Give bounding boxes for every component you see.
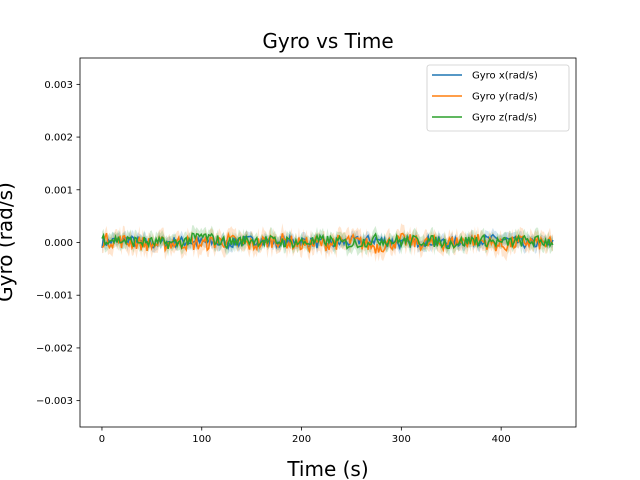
x-axis-label: Time (s)	[286, 457, 368, 480]
x-tick-label: 100	[192, 434, 211, 445]
series-band	[102, 223, 553, 263]
series-band	[102, 225, 553, 257]
y-axis-label: Gyro (rad/s)	[0, 182, 17, 302]
series-line	[101, 232, 554, 251]
x-tick-label: 300	[392, 434, 411, 445]
y-tick-label: −0.003	[36, 396, 73, 407]
series-line	[101, 231, 554, 254]
legend-label: Gyro z(rad/s)	[472, 113, 537, 124]
error-bands	[102, 223, 553, 263]
x-tick-label: 400	[492, 434, 511, 445]
y-tick-label: 0.002	[44, 133, 73, 144]
legend-label: Gyro y(rad/s)	[472, 92, 538, 103]
legend: Gyro x(rad/s) Gyro y(rad/s) Gyro z(rad/s)	[426, 64, 570, 132]
x-tick-label: 0	[99, 434, 105, 445]
y-tick-label: 0.000	[44, 238, 73, 249]
chart-title: Gyro vs Time	[262, 29, 393, 53]
series-lines	[101, 231, 554, 254]
y-tick-label: −0.002	[36, 343, 73, 354]
legend-box	[426, 64, 570, 132]
y-tick-label: −0.001	[36, 291, 73, 302]
legend-label: Gyro x(rad/s)	[472, 71, 538, 82]
series-band	[102, 227, 553, 255]
y-axis: −0.003 −0.002 −0.001 0.000 0.001 0.002 0.003	[36, 80, 80, 407]
y-tick-label: 0.003	[44, 80, 73, 91]
x-tick-label: 200	[292, 434, 311, 445]
x-axis: 0 100 200 300 400	[99, 427, 511, 445]
y-tick-label: 0.001	[44, 185, 73, 196]
